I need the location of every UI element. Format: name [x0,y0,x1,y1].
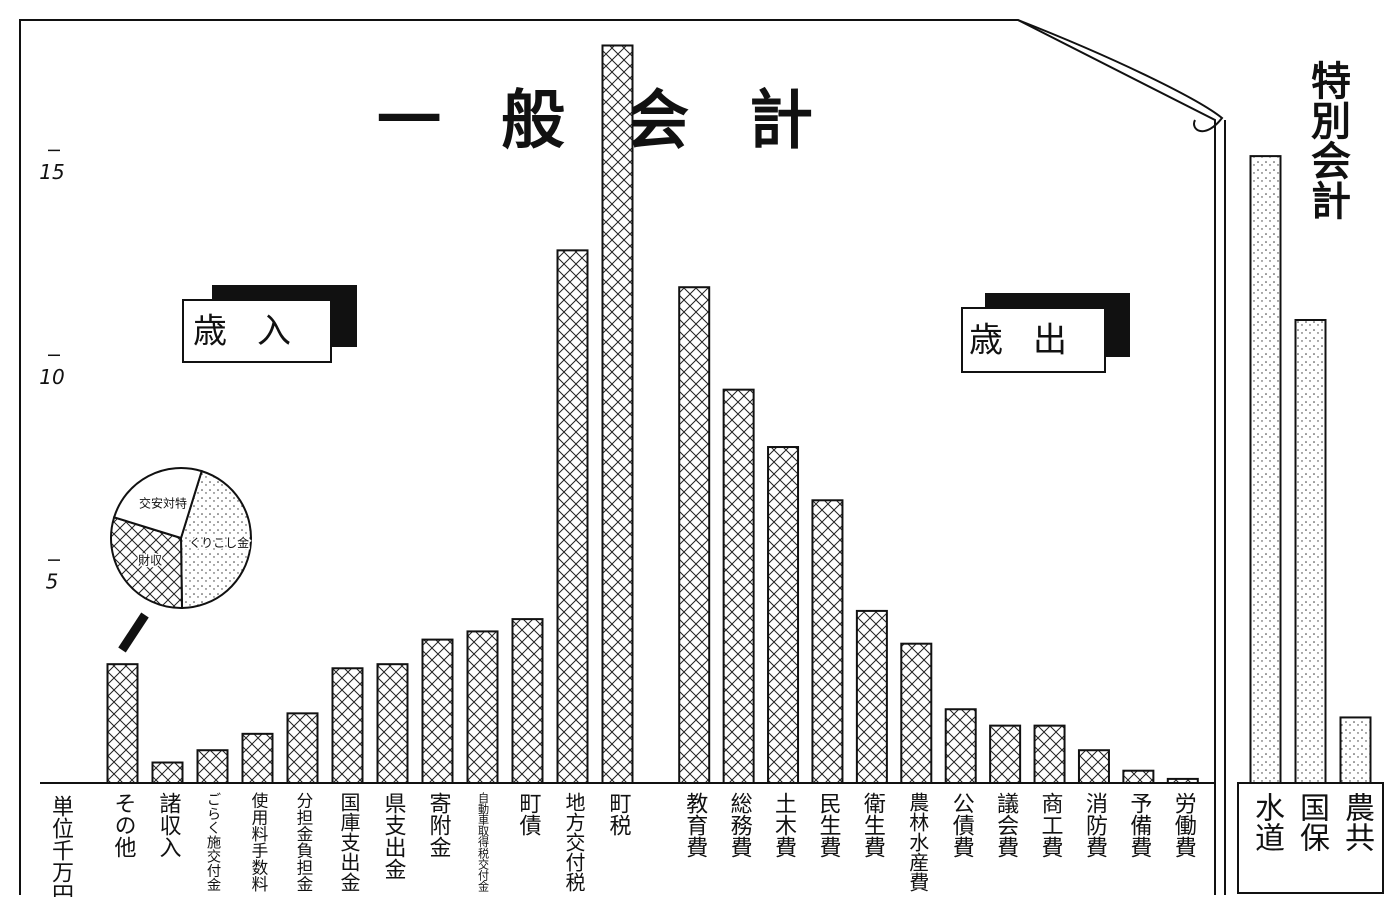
chart-title: 一般会計 [377,85,873,159]
x-tick-label: 国庫支出金 [337,792,361,892]
x-tick-label: 県支出金 [381,792,407,880]
x-tick-label: 使用料手数料 [249,792,268,892]
y-tick-label: 10 [39,365,64,389]
bar [1166,777,1199,785]
expenditure-label: 歳出 [969,321,1097,361]
x-tick-label: 分担金負担金 [294,792,313,892]
x-tick-label: 予備費 [1126,792,1152,858]
x-tick-label: 農共 [1339,792,1374,852]
bar [1033,724,1066,784]
x-tick-label: 町債 [516,792,542,836]
bar [989,724,1022,784]
bar [678,286,711,784]
x-tick-label: 教育費 [682,792,708,858]
x-tick-label: 国保 [1294,792,1330,852]
bar [855,609,888,784]
pie-label: くりこし金 [189,535,249,550]
bar [151,761,184,784]
bar [601,44,634,784]
x-tick-label: その他 [111,792,137,858]
revenue-label: 歳入 [193,312,321,352]
x-tick-label: 土木費 [771,792,797,858]
x-tick-label: 諸収入 [156,792,182,858]
pie-label: 財収 [138,553,162,568]
bar [106,663,139,785]
x-tick-label: 公債費 [949,792,975,858]
bar [241,732,274,785]
bar [1077,749,1110,784]
x-tick-label: 総務費 [727,792,753,858]
bar [722,388,755,784]
pie-slice [112,467,203,540]
x-tick-label: 民生費 [815,792,840,858]
bar [1122,769,1155,785]
bar [767,446,800,784]
x-tick-label: 衛生費 [860,792,886,858]
bar [196,749,229,784]
x-tick-label: 消防費 [1082,792,1108,858]
bar [511,618,544,784]
x-tick-label: 自動車取得税交付金 [477,792,490,892]
x-tick-label: 商工費 [1038,792,1063,858]
pie-label: 交安対特 [139,495,187,510]
bar [900,642,933,784]
bar [421,638,454,785]
x-tick-label: 労働費 [1171,792,1197,858]
bar [1339,716,1372,784]
label-box [961,307,1106,373]
x-tick-label: 地方交付税 [562,792,586,892]
x-tick-label: 議会費 [993,792,1019,858]
page-curl [1017,19,1224,132]
special-title: 特別会計 [1304,60,1351,220]
y-axis-label: 単位千万円 [48,795,74,897]
bar [1294,319,1327,784]
bar [556,249,589,784]
pie-slice [110,516,184,609]
bar [466,630,499,785]
x-tick-label: 寄附金 [426,792,452,858]
x-tick-label: 農林水産費 [906,792,930,892]
label-box [182,299,332,363]
bar [944,708,977,785]
x-tick-label: 町税 [606,792,632,836]
x-tick-label: 水道 [1249,792,1284,852]
y-tick-label: 15 [39,160,64,184]
y-tick-label: 5 [46,570,59,594]
pie-slice [179,469,252,610]
x-tick-label: ごらく施交付金 [205,792,221,892]
pointer [118,612,149,653]
bar [376,663,409,785]
bar [286,712,319,784]
bar [1249,155,1282,784]
bar [811,499,844,784]
bar [331,667,364,785]
